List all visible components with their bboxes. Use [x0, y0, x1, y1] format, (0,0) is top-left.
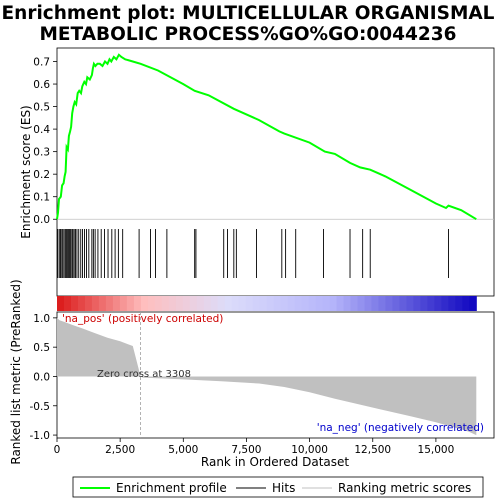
colorbar-segment: [71, 296, 78, 311]
colorbar-segment: [288, 296, 295, 311]
colorbar-segment: [127, 296, 134, 311]
colorbar-segment: [434, 296, 441, 311]
colorbar-segment: [330, 296, 337, 311]
colorbar-segment: [64, 296, 71, 311]
colorbar-segment: [85, 296, 92, 311]
colorbar-segment: [371, 296, 378, 311]
legend-label-ranking: Ranking metric scores: [338, 481, 471, 495]
chart-title-line-1: Enrichment plot: MULTICELLULAR ORGANISMA…: [2, 3, 495, 24]
colorbar-segment: [316, 296, 323, 311]
colorbar-segment: [267, 296, 274, 311]
colorbar-segment: [148, 296, 155, 311]
colorbar-segment: [441, 296, 448, 311]
colorbar-segment: [364, 296, 371, 311]
colorbar-segment: [120, 296, 127, 311]
es-y-tick-label: 0.1: [33, 192, 50, 204]
legend: Enrichment profile Hits Ranking metric s…: [73, 477, 483, 497]
es-y-tick-label: 0.0: [33, 214, 50, 226]
colorbar-segment: [57, 296, 64, 311]
colorbar-segment: [351, 296, 358, 311]
metric-y-axis-label: Ranked list metric (PreRanked): [9, 279, 23, 464]
colorbar-segment: [281, 296, 288, 311]
colorbar-segment: [113, 296, 120, 311]
colorbar-segment: [413, 296, 420, 311]
colorbar-segment: [344, 296, 351, 311]
x-axis-label: Rank in Ordered Dataset: [201, 455, 349, 469]
colorbar-segment: [232, 296, 239, 311]
colorbar-segment: [420, 296, 427, 311]
colorbar-segment: [211, 296, 218, 311]
es-y-tick-label: 0.4: [33, 124, 50, 136]
x-tick-label: 5,000: [168, 444, 198, 456]
x-tick-label: 0: [54, 444, 61, 456]
colorbar-segment: [302, 296, 309, 311]
colorbar-segment: [309, 296, 316, 311]
colorbar-segment: [141, 296, 148, 311]
colorbar-segment: [385, 296, 392, 311]
colorbar-segment: [337, 296, 344, 311]
colorbar-segment: [392, 296, 399, 311]
es-panel: 0.0 0.1 0.2 0.3 0.4 0.5 0.6 0.7: [33, 48, 494, 311]
colorbar-segment: [323, 296, 330, 311]
es-y-tick-label: 0.2: [33, 169, 50, 181]
colorbar-segment: [295, 296, 302, 311]
metric-panel: 1.0 0.5 0.0 -0.5 -1.0 0 2,500 5,000 7,500 10,000…: [30, 312, 495, 456]
colorbar-segment: [358, 296, 365, 311]
chart-title-line-2: METABOLIC PROCESS%GO%GO:0044236: [39, 24, 456, 45]
colorbar-segment: [274, 296, 281, 311]
colorbar-segment: [253, 296, 260, 311]
colorbar-segment: [462, 296, 469, 311]
negative-correlation-label: 'na_neg' (negatively correlated): [317, 422, 484, 434]
colorbar-segment: [218, 296, 225, 311]
zero-cross-label: Zero cross at 3308: [97, 369, 191, 380]
x-tick-label: 15,000: [418, 444, 455, 456]
es-y-tick-label: 0.7: [33, 57, 50, 69]
colorbar-segment: [469, 296, 476, 311]
legend-label-enrichment: Enrichment profile: [116, 481, 227, 495]
metric-y-tick-label: 1.0: [33, 313, 50, 325]
colorbar-segment: [427, 296, 434, 311]
rank-colorbar: [57, 296, 477, 311]
x-tick-label: 2,500: [105, 444, 135, 456]
colorbar-segment: [169, 296, 176, 311]
metric-y-tick-label: 0.0: [33, 371, 50, 383]
colorbar-segment: [406, 296, 413, 311]
colorbar-segment: [399, 296, 406, 311]
colorbar-segment: [78, 296, 85, 311]
colorbar-segment: [106, 296, 113, 311]
colorbar-segment: [455, 296, 462, 311]
colorbar-segment: [448, 296, 455, 311]
colorbar-segment: [155, 296, 162, 311]
es-y-tick-label: 0.3: [33, 147, 50, 159]
metric-y-tick-label: -1.0: [30, 430, 51, 442]
positive-correlation-label: 'na_pos' (positively correlated): [62, 313, 223, 325]
colorbar-segment: [92, 296, 99, 311]
colorbar-segment: [246, 296, 253, 311]
es-y-axis-label: Enrichment score (ES): [19, 105, 33, 238]
colorbar-segment: [183, 296, 190, 311]
legend-label-hits: Hits: [272, 481, 295, 495]
es-y-tick-label: 0.5: [33, 102, 50, 114]
colorbar-segment: [378, 296, 385, 311]
colorbar-segment: [176, 296, 183, 311]
es-y-tick-label: 0.6: [33, 79, 50, 91]
colorbar-segment: [162, 296, 169, 311]
colorbar-segment: [204, 296, 211, 311]
colorbar-segment: [239, 296, 246, 311]
colorbar-segment: [190, 296, 197, 311]
metric-y-tick-label: -0.5: [30, 401, 51, 413]
colorbar-segment: [197, 296, 204, 311]
colorbar-segment: [225, 296, 232, 311]
colorbar-segment: [260, 296, 267, 311]
colorbar-segment: [134, 296, 141, 311]
x-tick-label: 12,500: [354, 444, 391, 456]
metric-y-tick-label: 0.5: [33, 342, 50, 354]
colorbar-segment: [99, 296, 106, 311]
